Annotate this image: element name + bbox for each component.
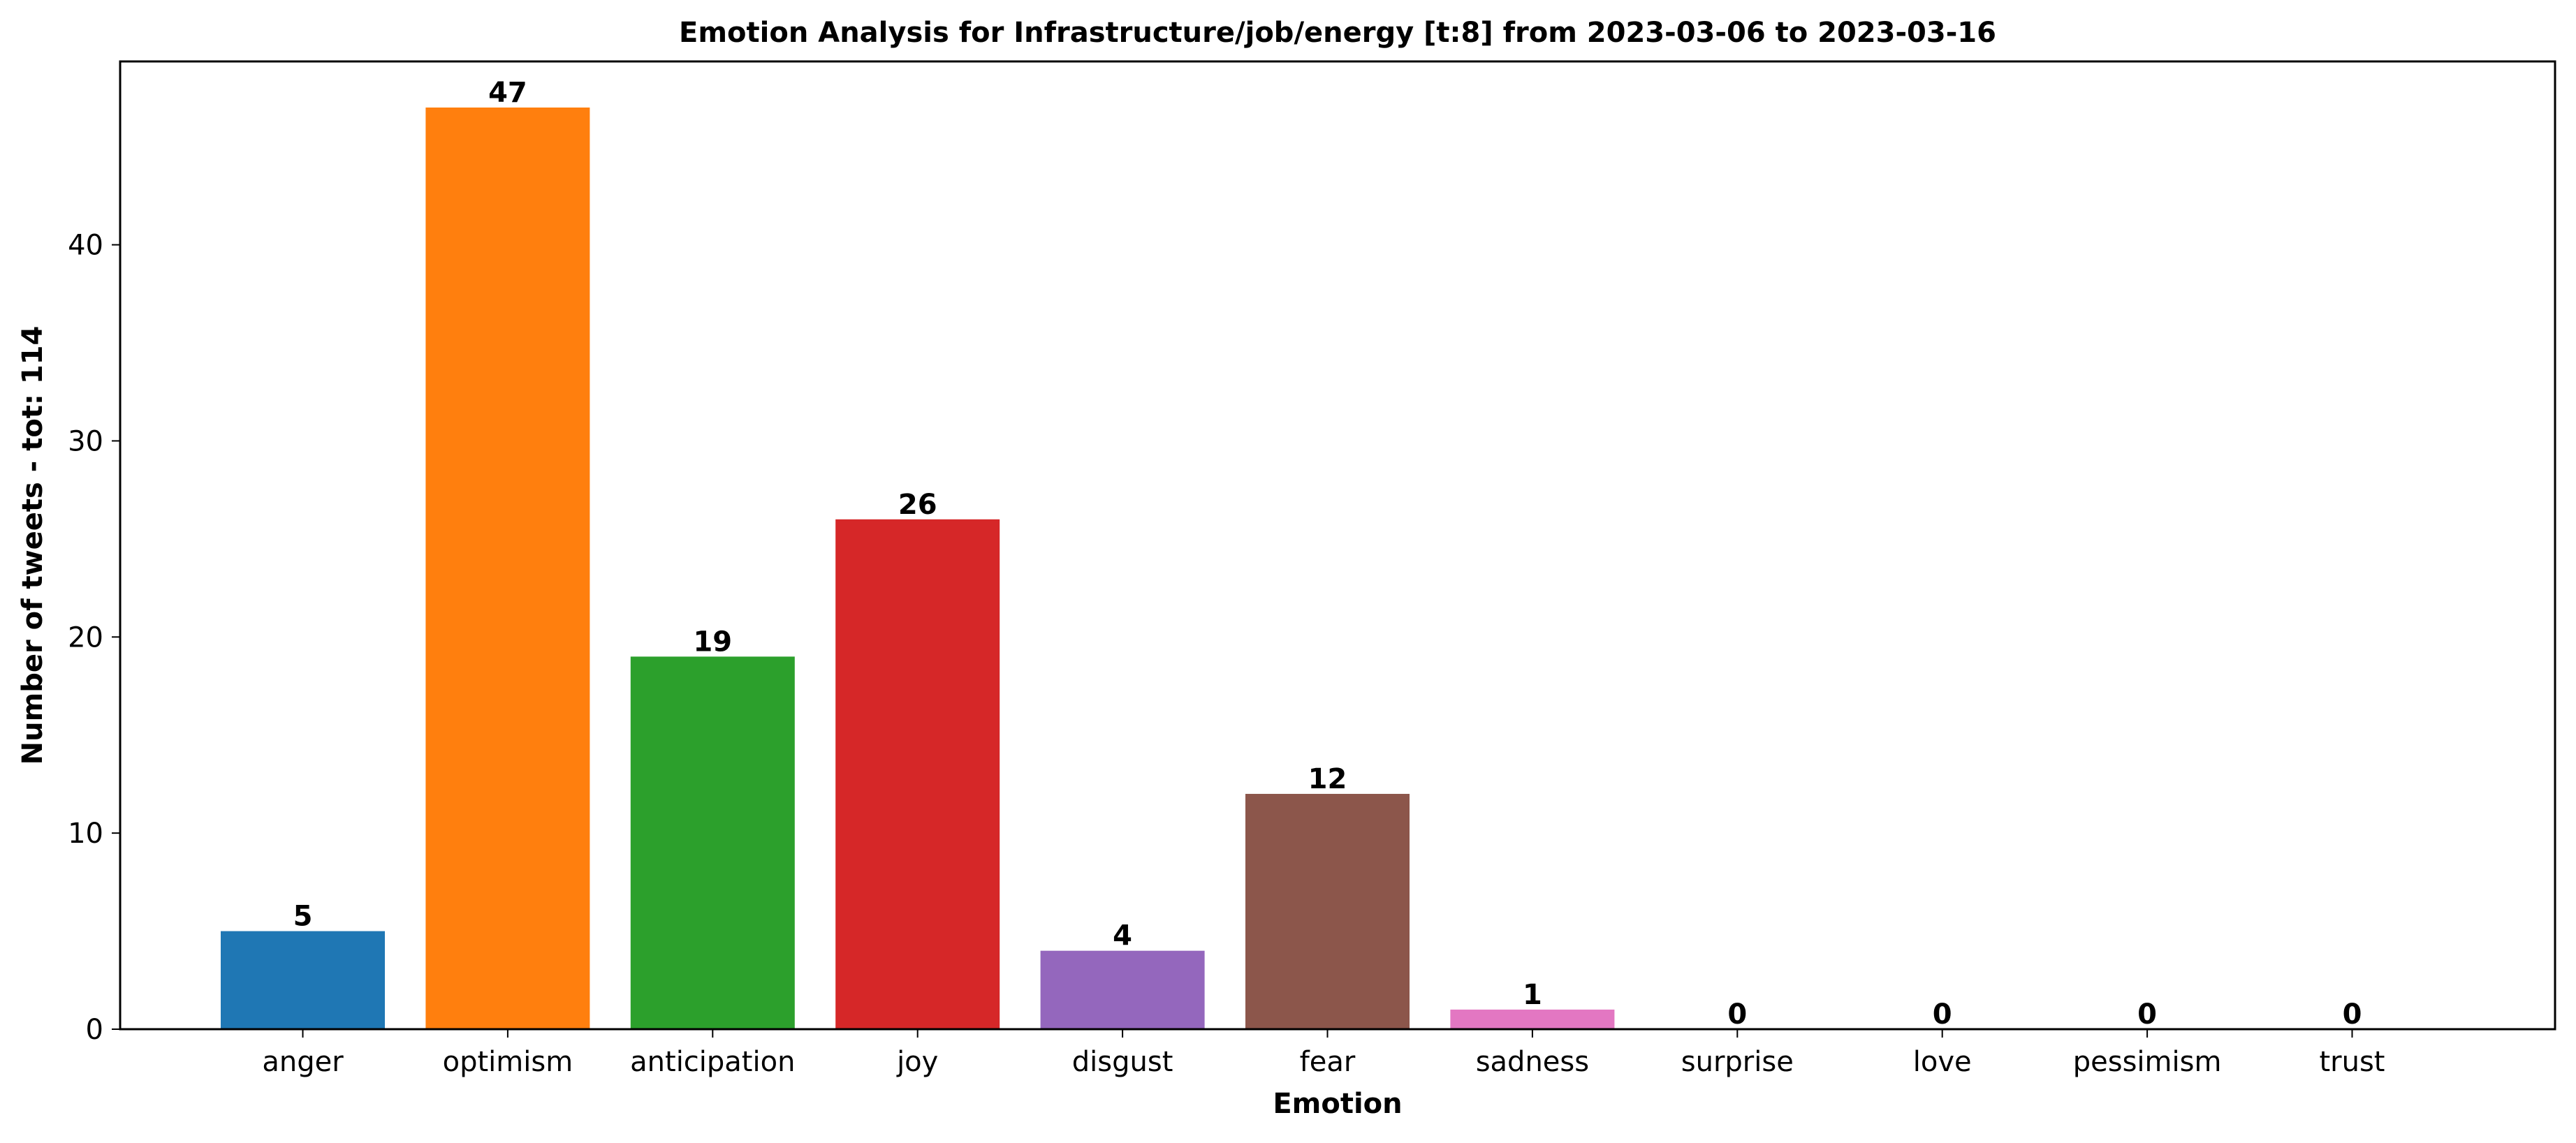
x-tick-label-anticipation: anticipation [630,1046,795,1078]
x-tick-label-sadness: sadness [1476,1046,1589,1078]
value-label-joy: 26 [898,489,937,521]
value-label-anger: 5 [293,901,313,933]
bar-anger [221,931,385,1029]
x-tick-label-disgust: disgust [1072,1046,1173,1078]
bar-sadness [1450,1009,1615,1029]
value-label-love: 0 [1933,998,1952,1031]
x-axis: anger optimism anticipation joy disgust fear s… [262,1029,2385,1078]
bars-layer [221,108,1615,1029]
y-axis-label: Number of tweets - tot: 114 [17,326,49,765]
bar-anticipation [630,656,795,1029]
y-tick-label-20: 20 [68,621,103,654]
bar-fear [1245,793,1410,1029]
y-tick-label-0: 0 [86,1014,103,1046]
value-label-disgust: 4 [1113,920,1132,952]
value-label-sadness: 1 [1523,979,1542,1011]
x-axis-label: Emotion [1273,1088,1402,1120]
value-label-pessimism: 0 [2137,998,2157,1031]
bar-optimism [425,108,590,1029]
plot-frame [119,60,2556,1031]
y-tick-label-30: 30 [68,425,103,457]
x-tick-label-love: love [1913,1046,1972,1078]
x-tick-label-anger: anger [262,1046,344,1078]
x-tick-label-surprise: surprise [1681,1046,1794,1078]
bar-joy [835,519,1000,1029]
value-label-surprise: 0 [1727,998,1747,1031]
value-label-optimism: 47 [488,77,527,109]
x-tick-label-fear: fear [1300,1046,1356,1078]
chart-title: Emotion Analysis for Infrastructure/job/… [679,17,1996,49]
y-tick-label-40: 40 [68,230,103,262]
bar-disgust [1040,950,1205,1029]
x-tick-label-pessimism: pessimism [2073,1046,2222,1078]
x-tick-label-joy: joy [896,1046,938,1078]
value-label-fear: 12 [1308,763,1347,795]
y-tick-label-10: 10 [68,818,103,850]
x-tick-label-trust: trust [2319,1046,2385,1078]
value-label-anticipation: 19 [693,626,732,658]
value-labels-layer: 5 47 19 26 4 12 1 0 0 0 0 [293,77,2362,1031]
y-axis: 0 10 20 30 40 [68,230,120,1046]
x-tick-label-optimism: optimism [443,1046,573,1078]
value-label-trust: 0 [2343,998,2362,1031]
